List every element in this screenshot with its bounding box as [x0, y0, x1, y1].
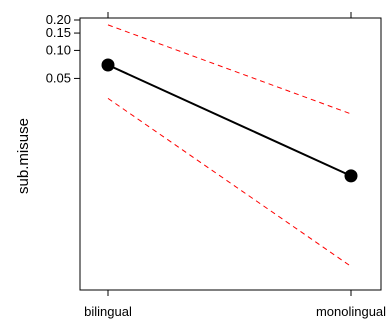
plot-frame — [79, 17, 382, 291]
x-axis: bilingual monolingual — [84, 12, 386, 319]
point-bilingual — [101, 58, 115, 72]
x-tick-label-0: bilingual — [84, 304, 132, 319]
point-monolingual — [344, 169, 358, 183]
confidence-band-line-2 — [107, 97, 352, 267]
y-axis-title: sub.misuse — [15, 118, 32, 194]
x-tick-label-1: monolingual — [316, 304, 386, 319]
fit-line — [107, 64, 352, 177]
y-axis: 0.200.15 0.10 0.05 — [46, 12, 80, 85]
y-tick-label-2: 0.10 — [46, 42, 71, 57]
y-tick-label-3: 0.05 — [46, 70, 71, 85]
confidence-band-line-1 — [107, 24, 352, 115]
y-tick-label-0: 0.20 — [46, 12, 71, 27]
y-tick-label-1: 0.15 — [46, 25, 71, 40]
series-layer — [101, 24, 358, 267]
